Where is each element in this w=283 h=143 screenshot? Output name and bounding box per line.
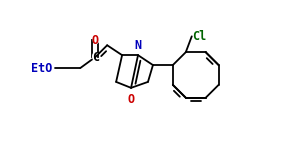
Text: C: C [91,51,99,64]
Text: Cl: Cl [192,30,208,43]
Text: O: O [91,34,99,47]
Text: N: N [134,39,142,52]
Text: O: O [127,93,135,106]
Text: O: O [127,93,135,106]
Text: N: N [134,39,142,52]
Text: Cl: Cl [192,30,206,43]
Text: EtO: EtO [28,61,52,75]
Text: EtO: EtO [31,61,52,75]
Text: C: C [92,51,99,64]
Text: O: O [92,34,99,47]
